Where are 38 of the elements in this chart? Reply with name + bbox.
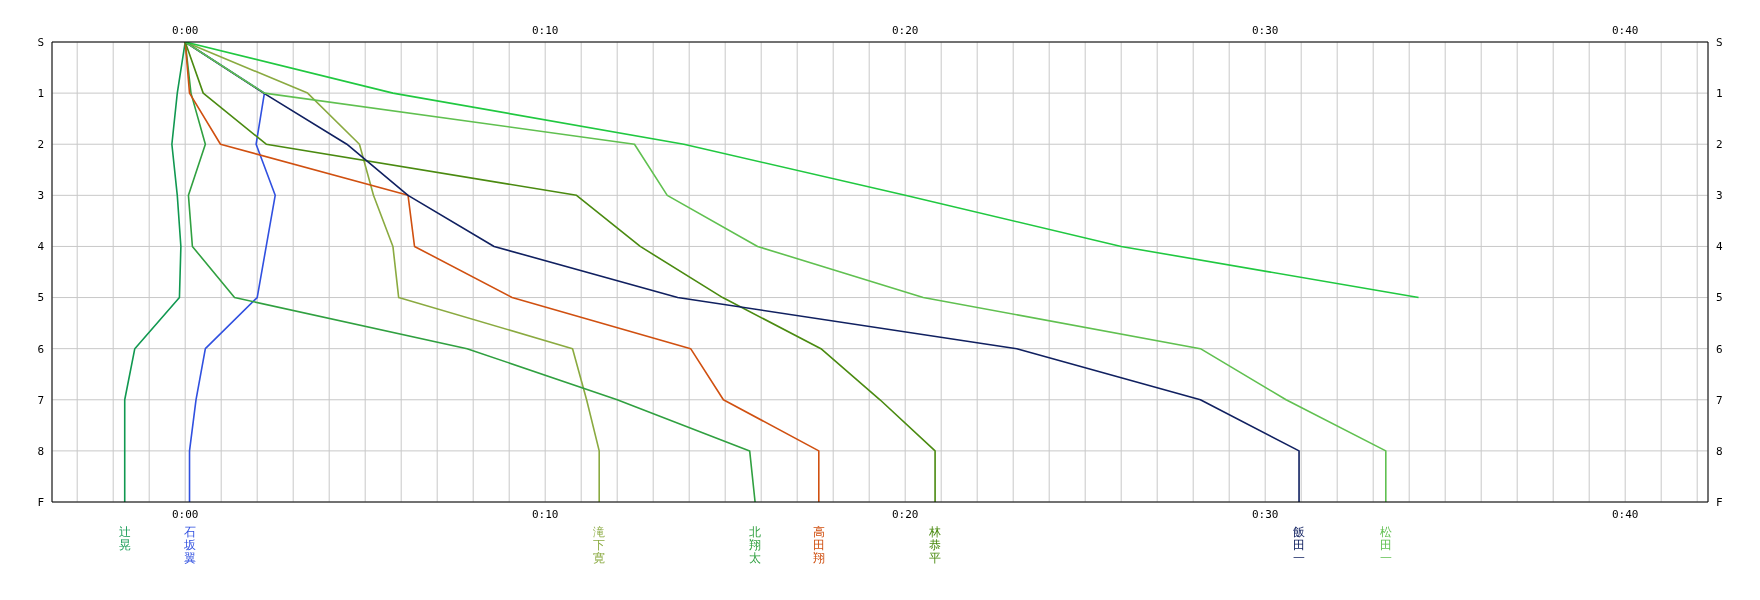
series-label: 林恭平	[928, 525, 943, 565]
category-label: 5	[1716, 291, 1723, 305]
x2-tick-label: 0:40	[1611, 24, 1639, 37]
y-tick-label: 5	[37, 291, 44, 305]
x-tick-label: 0:30	[1251, 507, 1279, 521]
category-label: 6	[1716, 342, 1723, 356]
x-tick-label: 0:10	[531, 507, 559, 521]
category-label: 8	[1716, 444, 1723, 458]
category-label: 3	[1716, 189, 1723, 203]
x-tick-label: 0:00	[171, 507, 199, 521]
category-label: 7	[1716, 393, 1723, 407]
x-tick-label: 0:40	[1611, 507, 1639, 521]
series-label: 飯田一	[1292, 525, 1307, 565]
y-tick-label: F	[37, 495, 44, 509]
y-tick-label: 7	[37, 393, 44, 407]
y-tick-label: 1	[37, 87, 44, 101]
series-label: 高田翔	[811, 525, 826, 565]
series-label: 滝下寛	[592, 525, 607, 565]
y-tick-label: 6	[37, 342, 44, 356]
y-tick-label: 4	[37, 240, 45, 254]
category-label: F	[1716, 495, 1723, 509]
x2-tick-label: 0:30	[1251, 24, 1279, 37]
x2-tick-label: 0:20	[891, 24, 919, 37]
y-tick-label: 8	[37, 444, 44, 458]
x-tick-label: 0:20	[891, 507, 919, 521]
category-label: 1	[1716, 87, 1723, 101]
y-tick-label: S	[37, 35, 44, 49]
category-label: 2	[1716, 138, 1723, 152]
category-label: S	[1716, 35, 1723, 49]
category-label: 4	[1716, 240, 1723, 254]
series-label: 石坂翼	[182, 525, 197, 565]
y-tick-label: 3	[37, 189, 44, 203]
series-label: 辻晃	[117, 525, 132, 552]
x2-tick-label: 0:00	[171, 24, 199, 37]
series-label: 松田一	[1378, 525, 1393, 565]
y-tick-label: 2	[37, 138, 44, 152]
x2-tick-label: 0:10	[531, 24, 559, 37]
series-label: 北翔太	[748, 525, 763, 565]
